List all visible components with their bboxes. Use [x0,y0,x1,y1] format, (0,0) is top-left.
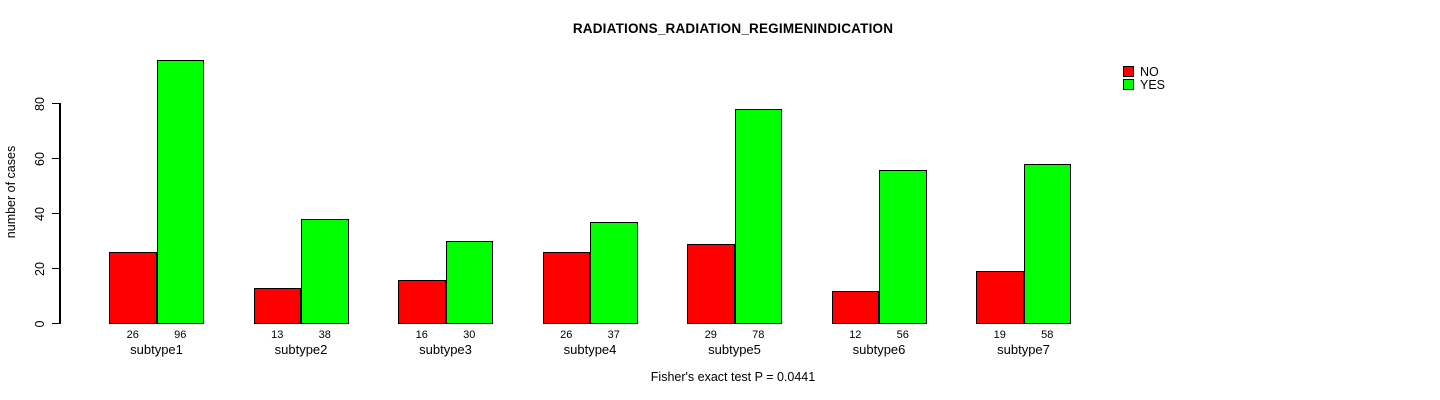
legend-swatch-yes [1123,79,1134,90]
bar-yes-subtype2 [301,219,349,324]
bar-value-label-no-subtype7: 19 [993,329,1006,341]
bar-yes-subtype5 [734,109,782,324]
bar-yes-subtype1 [156,59,204,324]
bar-value-label-no-subtype6: 12 [849,329,862,341]
bar-value-label-no-subtype1: 26 [126,329,139,341]
bar-no-subtype2 [253,287,301,324]
y-axis-tick [51,102,59,105]
y-axis-line [59,102,61,325]
legend-swatch-no [1123,66,1134,77]
x-category-label-subtype1: subtype1 [130,342,183,357]
bar-value-label-yes-subtype3: 30 [463,329,476,341]
bar-value-label-yes-subtype1: 96 [174,329,187,341]
y-axis-tick-label: 20 [33,261,47,276]
bar-no-subtype5 [687,243,735,324]
y-axis-tick [51,212,59,215]
bar-value-label-yes-subtype4: 37 [607,329,620,341]
x-category-label-subtype2: subtype2 [274,342,328,357]
bar-yes-subtype7 [1023,164,1071,324]
bar-no-subtype1 [109,252,157,324]
bar-value-label-yes-subtype5: 78 [752,329,765,341]
legend-label-no: NO [1140,64,1159,79]
y-axis-tick [51,157,59,160]
x-category-label-subtype7: subtype7 [997,342,1050,357]
legend-label-yes: YES [1140,77,1166,92]
bar-yes-subtype6 [879,169,927,324]
x-category-label-subtype4: subtype4 [563,342,617,357]
bar-value-label-no-subtype2: 13 [271,329,284,341]
footnote: Fisher's exact test P = 0.0441 [650,370,816,384]
x-category-label-subtype6: subtype6 [852,342,906,357]
y-axis-tick-label: 0 [33,320,47,327]
bar-yes-subtype3 [445,241,493,324]
y-axis-tick-label: 80 [33,96,47,111]
x-category-label-subtype3: subtype3 [419,342,472,357]
bar-value-label-yes-subtype2: 38 [318,329,331,341]
bar-value-label-no-subtype5: 29 [704,329,717,341]
bar-value-label-yes-subtype7: 58 [1041,329,1054,341]
y-axis-tick [51,322,59,325]
bar-value-label-yes-subtype6: 56 [896,329,909,341]
bar-value-label-no-subtype4: 26 [560,329,573,341]
bar-value-label-no-subtype3: 16 [415,329,428,341]
y-axis-tick [51,267,59,270]
bar-no-subtype4 [542,252,590,324]
y-axis-label: number of cases [4,145,18,239]
bar-yes-subtype4 [590,221,638,324]
y-axis-tick-label: 40 [33,206,47,221]
bar-no-subtype7 [976,271,1024,324]
bar-no-subtype3 [398,279,446,324]
y-axis-tick-label: 60 [33,151,47,166]
bar-no-subtype6 [831,290,879,324]
chart-title: RADIATIONS_RADIATION_REGIMENINDICATION [572,21,894,36]
x-category-label-subtype5: subtype5 [708,342,761,357]
